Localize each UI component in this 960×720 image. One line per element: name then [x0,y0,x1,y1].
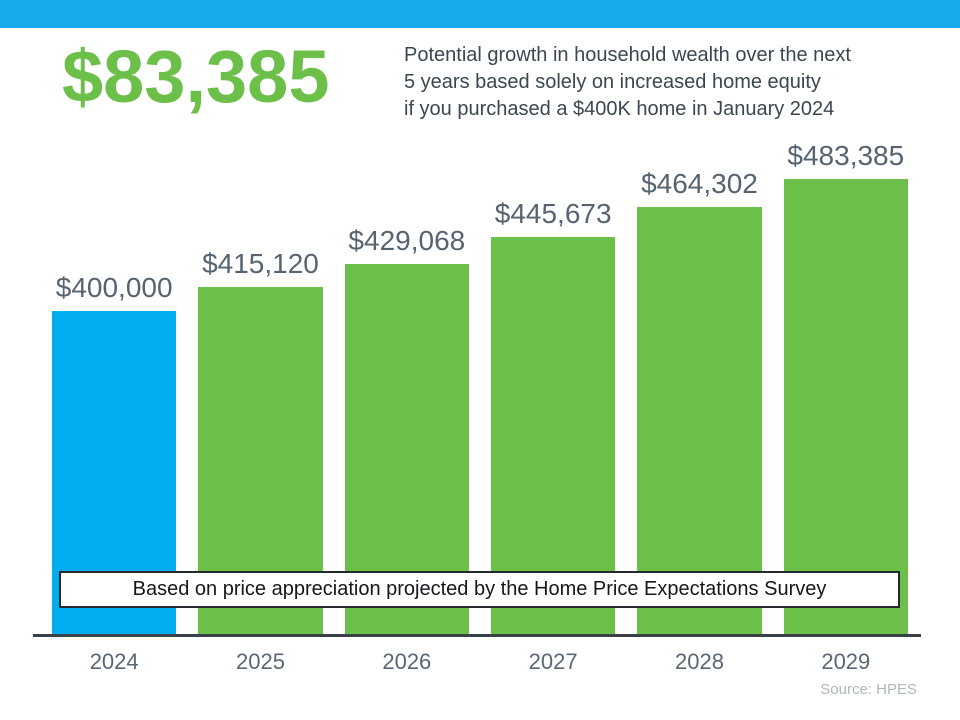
bar-column-2025: $415,120 [198,140,323,636]
x-tick-2025: 2025 [236,649,285,674]
headline-description: Potential growth in household wealth ove… [404,42,851,123]
bar-value-label-2026: $429,068 [348,225,466,256]
description-line-2: 5 years based solely on increased home e… [404,71,821,93]
bar-column-2028: $464,302 [637,140,762,636]
bar-2028 [637,207,762,636]
bar-column-2024: $400,000 [52,140,177,636]
x-axis-labels: 2024 2025 2026 2027 2028 2029 [52,649,908,675]
bar-value-label-2024: $400,000 [55,272,173,303]
x-tick-2024: 2024 [89,649,139,674]
bar-value-label-2025: $415,120 [202,248,319,279]
x-tick-2029: 2029 [821,649,871,674]
bar-2027 [490,237,616,636]
bar-column-2029: $483,385 [783,140,908,636]
bar-column-2027: $445,673 [490,140,616,636]
bar-value-label-2027: $445,673 [494,198,612,229]
callout-box: Based on price appreciation projected by… [59,571,900,608]
headline-figure: $83,385 [62,35,330,118]
x-tick-2026: 2026 [382,649,432,674]
bar-2029 [783,179,908,636]
bar-value-label-2029: $483,385 [787,140,905,171]
x-tick-2027: 2027 [528,649,578,674]
bar-value-label-2028: $464,302 [641,168,758,199]
top-accent-bar [0,0,960,28]
callout-text: Based on price appreciation projected by… [132,578,827,600]
bar-column-2026: $429,068 [344,140,469,636]
description-line-3: if you purchased a $400K home in January… [404,98,835,120]
x-tick-2028: 2028 [675,649,724,674]
bar-chart: $400,000 $415,120 $429,068 $445,673 $464,302… [52,140,908,636]
source-note: Source: HPES [820,681,917,698]
description-line-1: Potential growth in household wealth ove… [404,44,851,66]
x-axis-line [33,634,921,637]
